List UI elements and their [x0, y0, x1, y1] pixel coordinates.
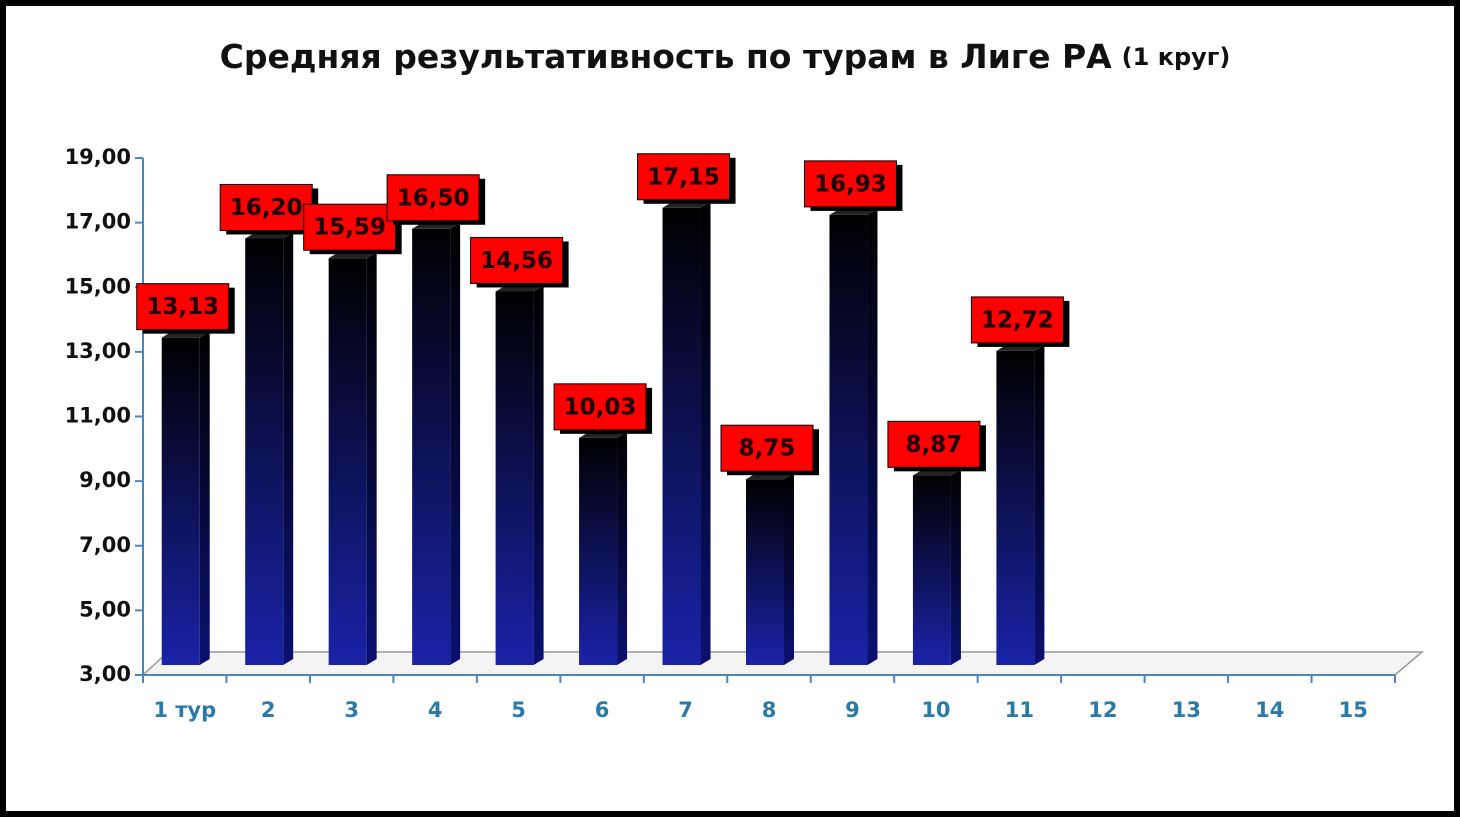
- y-tick-label: 3,00: [79, 662, 131, 686]
- bar: [996, 350, 1035, 665]
- y-tick-label: 15,00: [65, 274, 131, 298]
- x-tick-label: 7: [678, 698, 693, 722]
- value-label-box: [803, 160, 897, 208]
- y-tick-label: 5,00: [79, 597, 131, 621]
- x-tick-label: 12: [1088, 698, 1117, 722]
- value-label-box: [970, 296, 1064, 344]
- bar: [161, 337, 200, 665]
- bar: [245, 238, 284, 665]
- y-tick-label: 11,00: [65, 404, 131, 428]
- value-label-box: [219, 183, 313, 231]
- x-tick-label: 11: [1005, 698, 1034, 722]
- bar: [912, 475, 951, 665]
- bar-side: [533, 285, 544, 665]
- x-tick-label: 15: [1339, 698, 1368, 722]
- x-tick-label: 1 тур: [153, 698, 216, 722]
- value-label-box: [470, 236, 564, 284]
- bar-side: [366, 252, 377, 666]
- x-tick-label: 13: [1172, 698, 1201, 722]
- bar: [662, 207, 701, 665]
- y-tick-label: 19,00: [65, 145, 131, 169]
- value-label: 13,13: [146, 294, 219, 320]
- x-tick-label: 6: [595, 698, 610, 722]
- bar: [746, 479, 784, 665]
- value-label: 14,56: [480, 248, 553, 274]
- value-label: 16,93: [814, 171, 887, 197]
- chart-title: Средняя результативность по турам в Лиге…: [220, 37, 1231, 76]
- bar: [495, 291, 534, 665]
- bar-side: [450, 222, 461, 665]
- value-label: 15,59: [313, 215, 386, 241]
- title-main: Средняя результативность по турам в Лиге…: [220, 37, 1112, 76]
- x-tick-label: 3: [344, 698, 359, 722]
- x-tick-label: 5: [511, 698, 526, 722]
- value-label-box: [136, 283, 230, 331]
- value-label-box: [386, 174, 480, 222]
- value-label: 16,50: [397, 185, 470, 211]
- y-tick-label: 7,00: [79, 533, 131, 557]
- bar-side: [700, 201, 711, 665]
- bar-side: [784, 473, 794, 665]
- bar: [412, 228, 451, 665]
- bar: [579, 437, 618, 665]
- bar-side: [199, 331, 210, 665]
- value-label: 17,15: [647, 164, 720, 190]
- x-tick-label: 10: [921, 698, 950, 722]
- value-label-box: [887, 420, 981, 468]
- bar-side: [867, 208, 878, 665]
- bar-side: [283, 232, 294, 665]
- bar: [829, 214, 868, 665]
- value-label: 8,75: [739, 436, 796, 462]
- bar-side: [950, 469, 961, 665]
- value-label-box: [720, 424, 814, 472]
- plot: 3,00 5,00 7,00 9,00 11,00 13,00 15,00 17,00 19,0…: [65, 145, 1396, 722]
- bar-side: [617, 431, 628, 665]
- value-label-box: [303, 203, 397, 251]
- x-tick-label: 2: [261, 698, 276, 722]
- x-tick-label: 4: [428, 698, 443, 722]
- y-tick-label: 17,00: [65, 210, 131, 234]
- value-label-box: [553, 383, 647, 431]
- value-label: 12,72: [981, 307, 1054, 333]
- y-tick-label: 13,00: [65, 339, 131, 363]
- x-tick-label: 14: [1255, 698, 1284, 722]
- value-label: 10,03: [564, 394, 637, 420]
- value-label-box: [637, 153, 731, 201]
- value-label: 16,20: [230, 195, 303, 221]
- value-label: 8,87: [906, 432, 963, 458]
- bar: [328, 258, 367, 665]
- title-suffix: (1 круг): [1122, 43, 1231, 71]
- x-tick-label: 8: [762, 698, 777, 722]
- bar-side: [1034, 344, 1045, 665]
- y-tick-label: 9,00: [79, 468, 131, 492]
- x-tick-label: 9: [845, 698, 860, 722]
